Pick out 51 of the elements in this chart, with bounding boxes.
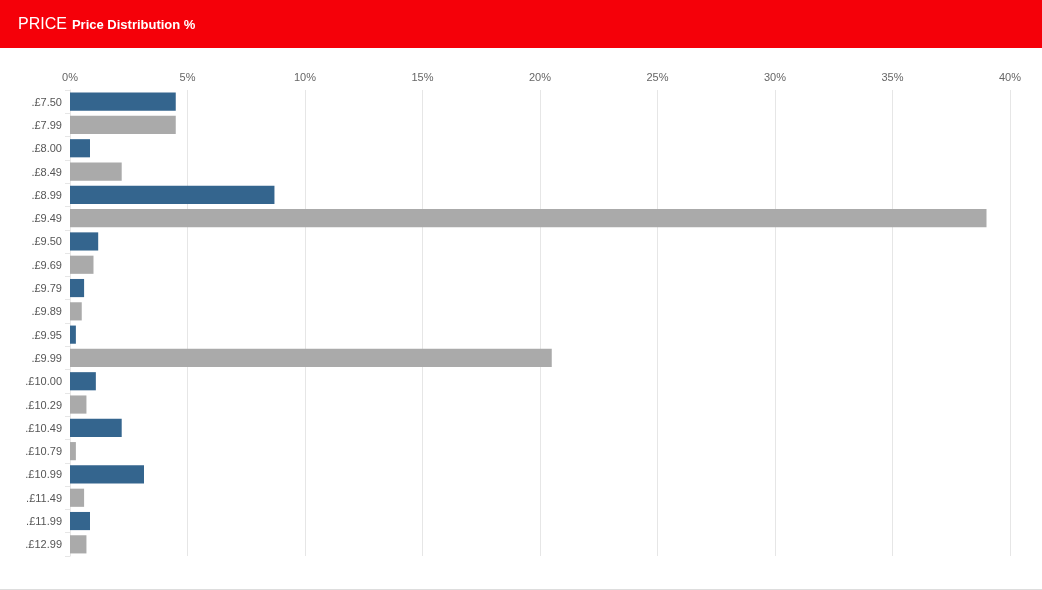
x-tick-label: 20%	[528, 70, 552, 83]
bar	[70, 348, 552, 368]
bar	[70, 185, 275, 204]
y-tick-label: .£9.49	[31, 212, 62, 225]
bar	[70, 372, 96, 391]
y-tick-label: .£9.79	[31, 282, 62, 295]
bar	[70, 139, 90, 158]
bar	[70, 325, 76, 344]
chart-subtitle: Price Distribution %	[71, 16, 196, 32]
bar	[70, 395, 87, 414]
x-tick-label: 25%	[646, 70, 669, 83]
bar	[70, 255, 94, 274]
y-tick-label: .£11.49	[26, 491, 62, 504]
y-tick-label: .£7.50	[31, 95, 62, 108]
bar	[70, 418, 122, 437]
bar	[70, 162, 122, 181]
y-tick-label: .£8.49	[31, 165, 62, 178]
y-tick-label: .£11.99	[26, 515, 62, 528]
y-tick-label: .£10.49	[25, 421, 62, 434]
y-tick-label: .£8.99	[31, 188, 62, 201]
bar	[70, 302, 82, 321]
bar	[70, 278, 85, 298]
y-tick-label: .£7.99	[31, 118, 62, 131]
y-tick-label: .£9.89	[31, 305, 62, 318]
bar	[70, 209, 987, 228]
y-tick-label: .£9.99	[31, 351, 62, 364]
bar	[70, 115, 176, 135]
x-tick-label: 0%	[62, 70, 79, 83]
bar	[70, 442, 76, 461]
y-tick-label: .£10.79	[25, 445, 62, 458]
bar	[70, 488, 85, 507]
bar	[70, 511, 90, 531]
x-tick-label: 40%	[998, 70, 1022, 83]
x-tick-label: 15%	[411, 70, 434, 83]
y-tick-label: .£9.69	[31, 258, 62, 271]
y-tick-label: .£10.29	[25, 398, 62, 411]
x-tick-label: 30%	[763, 70, 787, 83]
y-tick-label: .£10.99	[25, 468, 62, 481]
y-tick-label: .£12.99	[25, 538, 62, 551]
bar	[70, 465, 145, 484]
x-tick-label: 10%	[293, 70, 317, 83]
bar	[70, 92, 176, 111]
y-tick-label: .£10.00	[25, 375, 62, 388]
bar	[70, 535, 87, 554]
y-tick-label: .£9.50	[31, 235, 62, 248]
chart-title: PRICE	[18, 15, 67, 33]
x-tick-label: 5%	[179, 70, 196, 83]
y-tick-label: .£8.00	[31, 142, 62, 155]
bar	[70, 232, 99, 251]
y-tick-label: .£9.95	[31, 328, 62, 341]
x-tick-label: 35%	[881, 70, 904, 83]
